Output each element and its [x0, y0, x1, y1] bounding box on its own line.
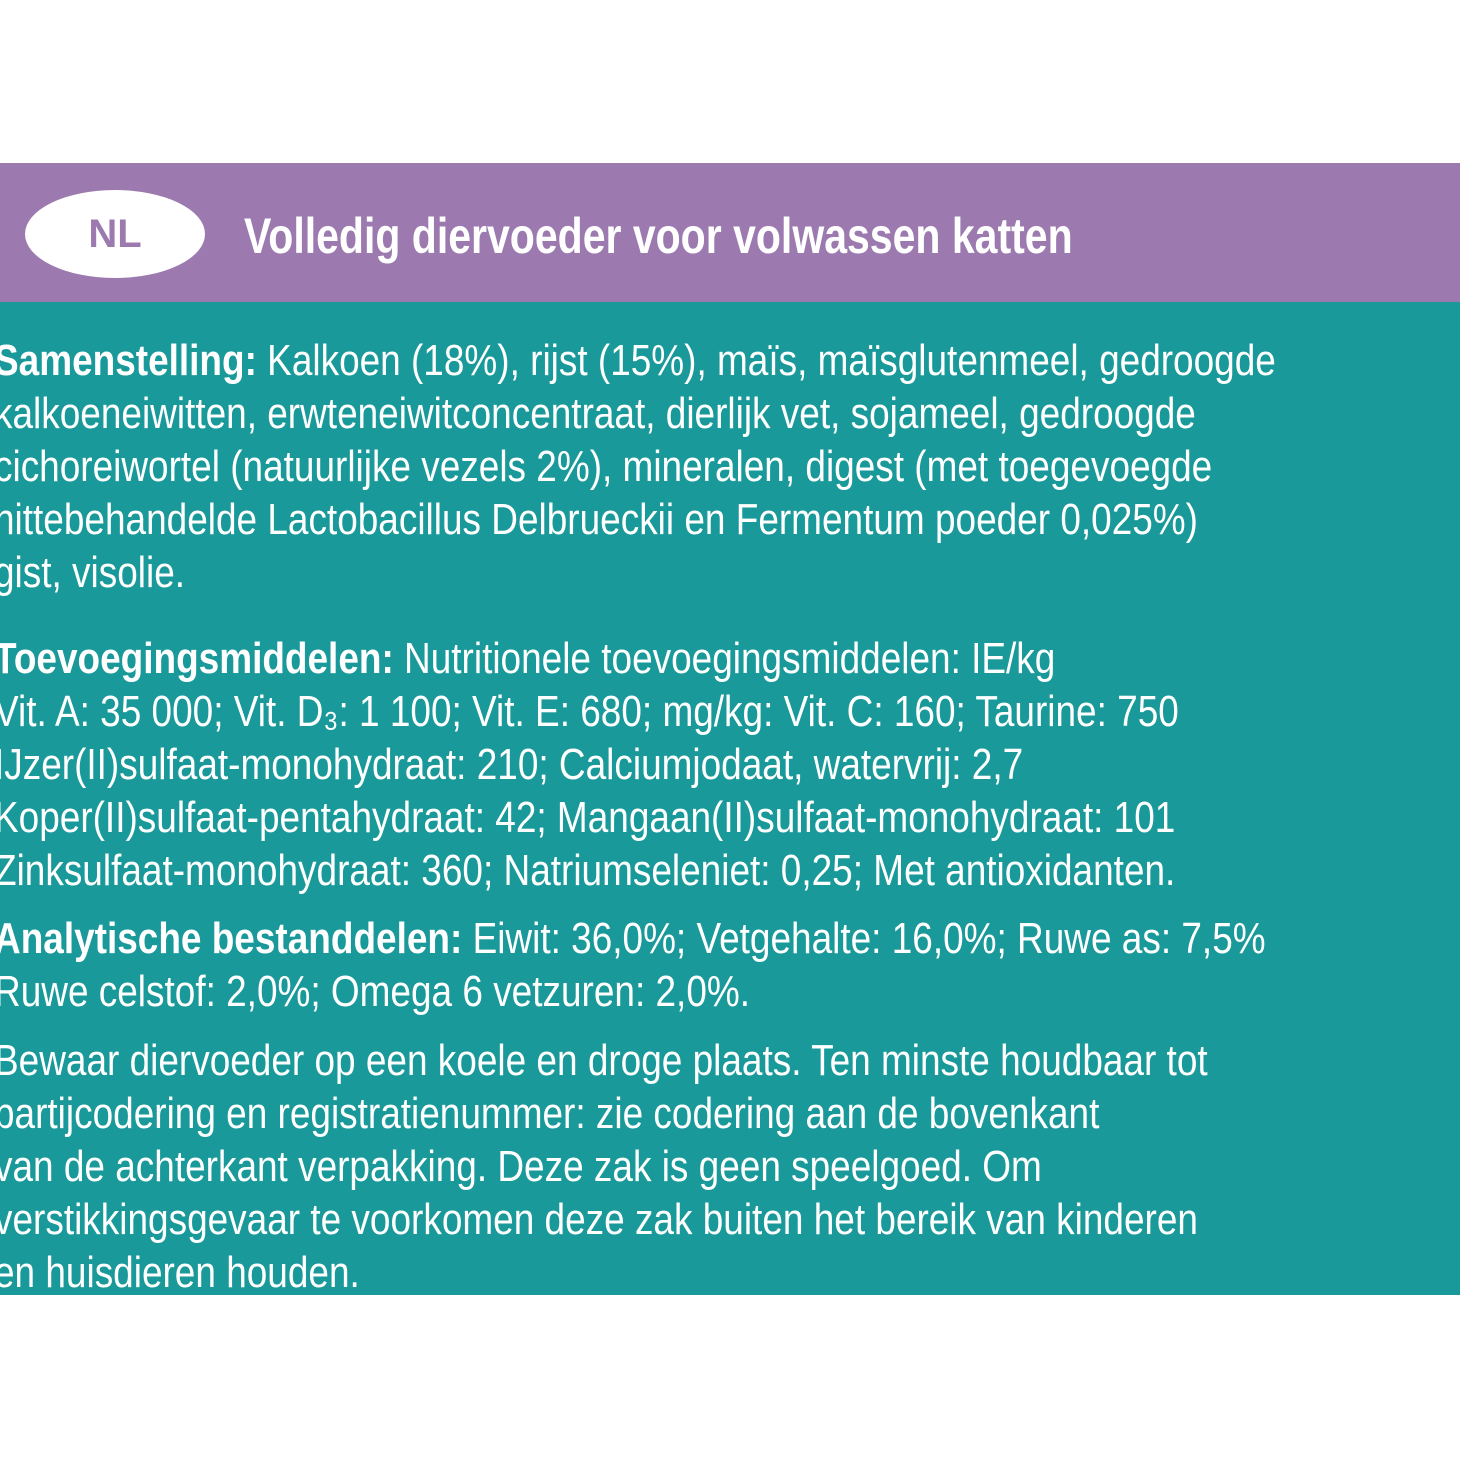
text-line: verstikkingsgevaar te voorkomen deze zak…	[0, 1193, 1208, 1246]
text-line: Samenstelling: Kalkoen (18%), rijst (15%…	[0, 334, 1276, 387]
section-text: hittebehandelde Lactobacillus Delbruecki…	[0, 495, 1198, 544]
text-line: hittebehandelde Lactobacillus Delbruecki…	[0, 493, 1276, 546]
section-text: Nutritionele toevoegingsmiddelen: IE/kg	[404, 634, 1056, 683]
section-text: IJzer(II)sulfaat-monohydraat: 210; Calci…	[0, 740, 1024, 789]
section: Toevoegingsmiddelen: Nutritionele toevoe…	[0, 632, 1405, 897]
section-label: Toevoegingsmiddelen:	[0, 634, 394, 683]
section-label: Samenstelling:	[0, 336, 257, 385]
text-line: Koper(II)sulfaat-pentahydraat: 42; Manga…	[0, 791, 1179, 844]
section-text: Bewaar diervoeder op een koele en droge …	[0, 1036, 1208, 1085]
text-line: cichoreiwortel (natuurlijke vezels 2%), …	[0, 440, 1276, 493]
text-line: gist, visolie.	[0, 546, 1276, 599]
section-text: gist, visolie.	[0, 548, 186, 597]
section-text: Koper(II)sulfaat-pentahydraat: 42; Manga…	[0, 793, 1176, 842]
section-text: Kalkoen (18%), rijst (15%), maïs, maïsgl…	[267, 336, 1276, 385]
label-body: Samenstelling: Kalkoen (18%), rijst (15%…	[0, 302, 1460, 1295]
text-line: partijcodering en registratienummer: zie…	[0, 1087, 1208, 1140]
section-text: en huisdieren houden.	[0, 1248, 360, 1295]
text-line: van de achterkant verpakking. Deze zak i…	[0, 1140, 1208, 1193]
section-text: Eiwit: 36,0%; Vetgehalte: 16,0%; Ruwe as…	[472, 914, 1266, 963]
section-text: cichoreiwortel (natuurlijke vezels 2%), …	[0, 442, 1213, 491]
text-line: Zinksulfaat-monohydraat: 360; Natriumsel…	[0, 844, 1179, 897]
text-line: en huisdieren houden.	[0, 1246, 1208, 1295]
section-text: Ruwe celstof: 2,0%; Omega 6 vetzuren: 2,…	[0, 967, 751, 1016]
header-title: Volledig diervoeder voor volwassen katte…	[244, 208, 1073, 264]
language-badge: NL	[25, 190, 205, 278]
section-text: Zinksulfaat-monohydraat: 360; Natriumsel…	[0, 846, 1176, 895]
section-text: Vit. A: 35 000; Vit. D₃: 1 100; Vit. E: …	[0, 687, 1179, 736]
section: Analytische bestanddelen: Eiwit: 36,0%; …	[0, 912, 1460, 1018]
section-text: verstikkingsgevaar te voorkomen deze zak…	[0, 1195, 1198, 1244]
text-line: IJzer(II)sulfaat-monohydraat: 210; Calci…	[0, 738, 1179, 791]
section-text: kalkoeneiwitten, erwteneiwitconcentraat,…	[0, 389, 1196, 438]
text-line: Vit. A: 35 000; Vit. D₃: 1 100; Vit. E: …	[0, 685, 1179, 738]
header-band: NL Volledig diervoeder voor volwassen ka…	[0, 163, 1460, 302]
section-text: van de achterkant verpakking. Deze zak i…	[0, 1142, 1042, 1191]
section-text: partijcodering en registratienummer: zie…	[0, 1089, 1100, 1138]
section: Bewaar diervoeder op een koele en droge …	[0, 1034, 1439, 1295]
text-line: kalkoeneiwitten, erwteneiwitconcentraat,…	[0, 387, 1276, 440]
section-label: Analytische bestanddelen:	[0, 914, 463, 963]
text-line: Analytische bestanddelen: Eiwit: 36,0%; …	[0, 912, 1266, 965]
text-line: Ruwe celstof: 2,0%; Omega 6 vetzuren: 2,…	[0, 965, 1266, 1018]
section: Samenstelling: Kalkoen (18%), rijst (15%…	[0, 334, 1460, 599]
text-line: Toevoegingsmiddelen: Nutritionele toevoe…	[0, 632, 1179, 685]
text-line: Bewaar diervoeder op een koele en droge …	[0, 1034, 1208, 1087]
